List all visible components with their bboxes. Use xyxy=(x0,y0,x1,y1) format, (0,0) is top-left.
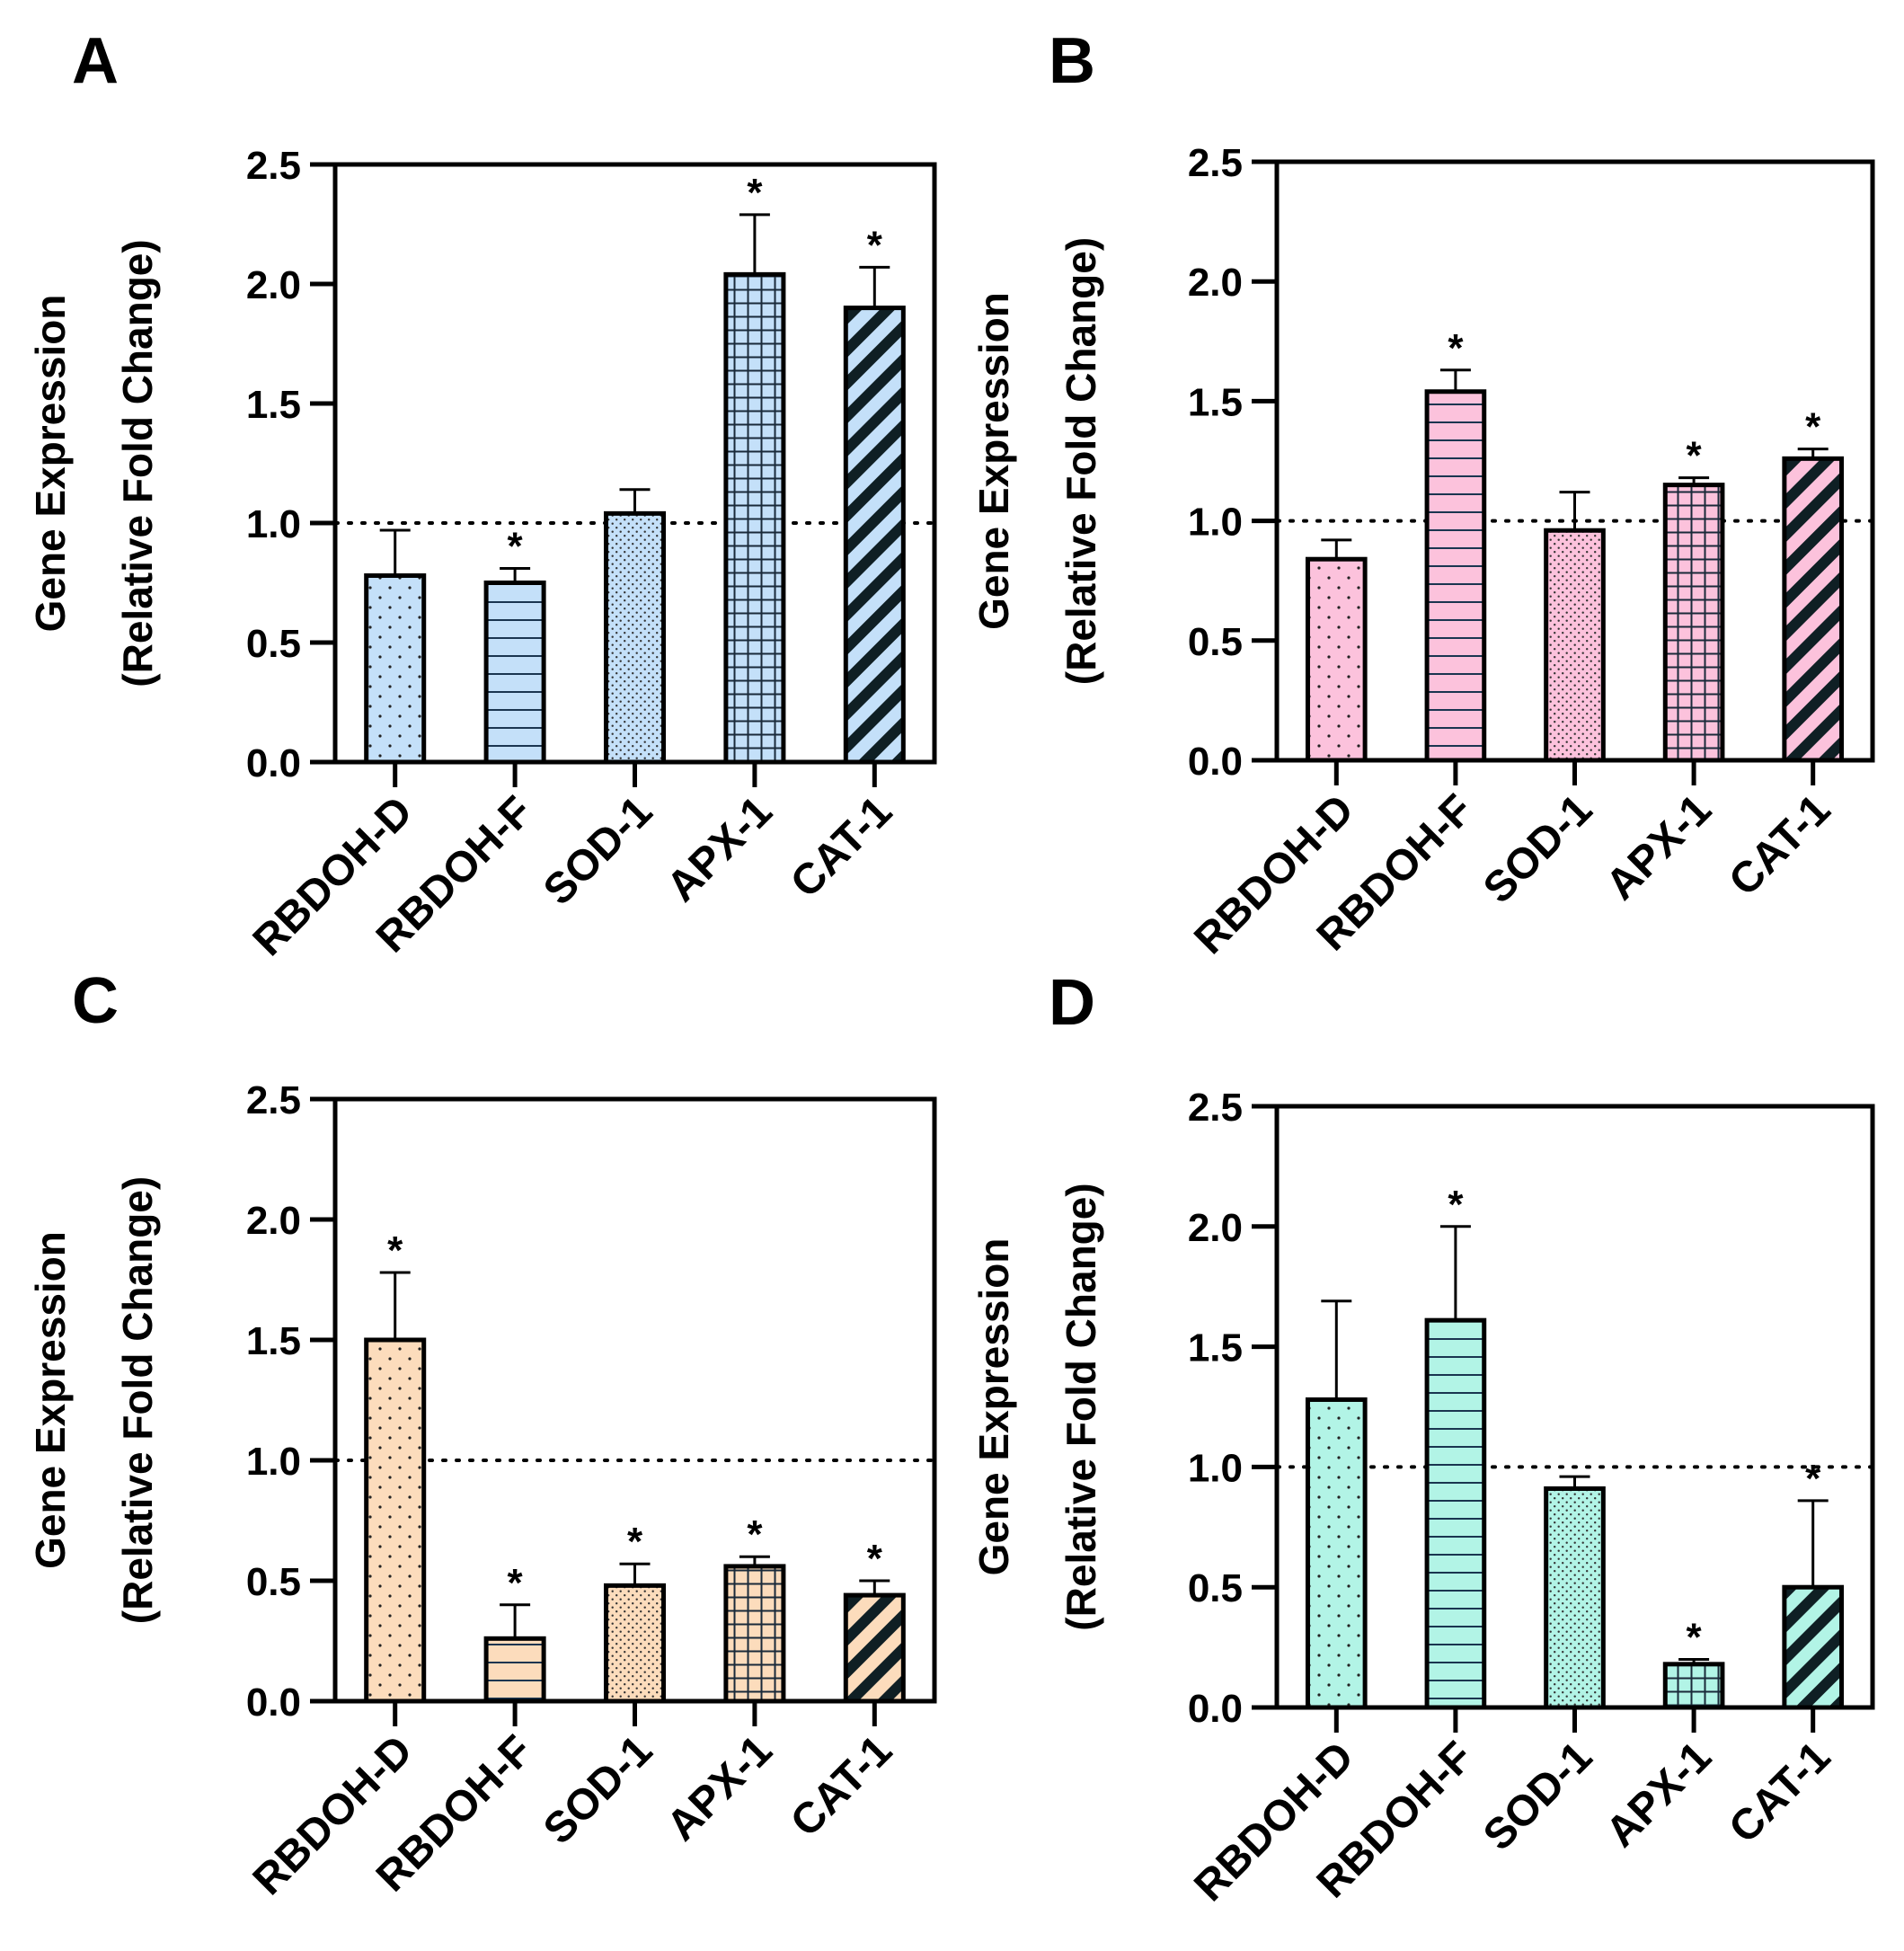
y-axis-label-line1: Gene Expression xyxy=(27,1231,74,1569)
y-tick-label: 2.5 xyxy=(246,1078,301,1122)
x-tick-label: APX-1 xyxy=(1597,1733,1720,1856)
panel-label-A: A xyxy=(72,25,119,97)
x-tick-label: CAT-1 xyxy=(782,1726,901,1846)
bar-rbdoh-f xyxy=(483,1636,546,1704)
y-tick-label: 0.5 xyxy=(246,1560,301,1604)
y-tick-label: 1.0 xyxy=(246,1440,301,1484)
bar-rbdoh-d xyxy=(1305,556,1368,763)
significance-star: * xyxy=(1805,405,1821,449)
panel-A: A Gene Expression (Relative Fold Change) 0.… xyxy=(27,25,937,965)
y-tick-label: 1.0 xyxy=(1188,501,1243,545)
x-tick-label: CAT-1 xyxy=(782,787,901,907)
y-tick-label: 0.0 xyxy=(1188,740,1243,784)
y-axis-label-line2: (Relative Fold Change) xyxy=(1058,237,1104,685)
significance-star: * xyxy=(1687,1615,1703,1659)
significance-star: * xyxy=(867,1537,883,1581)
bar-rbdoh-d xyxy=(364,1337,427,1704)
y-tick-label: 1.0 xyxy=(246,502,301,546)
plot-frame xyxy=(1274,159,1875,763)
significance-star: * xyxy=(1448,1183,1464,1227)
y-tick-label: 2.0 xyxy=(246,1199,301,1243)
significance-star: * xyxy=(747,171,763,215)
y-tick-label: 2.5 xyxy=(1188,141,1243,185)
y-tick-label: 0.5 xyxy=(246,622,301,666)
y-tick-label: 1.5 xyxy=(246,383,301,427)
y-tick-label: 2.0 xyxy=(246,263,301,307)
significance-star: * xyxy=(1805,1457,1821,1501)
bar-rbdoh-f xyxy=(1424,1317,1487,1710)
bar-apx-1 xyxy=(1662,1662,1725,1710)
bar-sod-1 xyxy=(603,1583,667,1704)
panel-D: D Gene Expression (Relative Fold Change) 0.… xyxy=(970,967,1875,1911)
y-axis-label-line1: Gene Expression xyxy=(27,295,74,633)
bar-sod-1 xyxy=(1544,1485,1606,1710)
y-tick-label: 2.0 xyxy=(1188,261,1243,305)
bar-cat-1 xyxy=(1782,1584,1845,1710)
panel-C: C Gene Expression (Relative Fold Change) 0.… xyxy=(27,965,937,1904)
bar-rbdoh-f xyxy=(483,581,546,765)
x-tick-label: SOD-1 xyxy=(1474,1733,1601,1859)
significance-star: * xyxy=(1448,326,1464,370)
y-tick-label: 2.0 xyxy=(1188,1206,1243,1250)
x-tick-label: APX-1 xyxy=(658,1726,781,1849)
bar-apx-1 xyxy=(723,271,786,765)
significance-star: * xyxy=(1687,434,1703,478)
y-axis-label-line2: (Relative Fold Change) xyxy=(1058,1183,1104,1630)
bar-sod-1 xyxy=(603,510,667,765)
significance-star: * xyxy=(387,1228,403,1273)
panel-label-B: B xyxy=(1049,25,1095,97)
significance-star: * xyxy=(508,1561,524,1605)
panel-B: B Gene Expression (Relative Fold Change) 0.… xyxy=(970,25,1875,963)
y-tick-label: 0.0 xyxy=(1188,1687,1243,1731)
significance-star: * xyxy=(747,1512,763,1556)
y-axis-label-line2: (Relative Fold Change) xyxy=(114,239,161,687)
x-tick-label: SOD-1 xyxy=(535,1726,661,1853)
y-tick-label: 1.5 xyxy=(1188,380,1243,424)
bar-cat-1 xyxy=(843,1592,906,1704)
y-tick-label: 2.5 xyxy=(246,144,301,188)
bar-cat-1 xyxy=(843,306,906,765)
bar-sod-1 xyxy=(1544,528,1606,763)
y-tick-label: 1.5 xyxy=(1188,1326,1243,1370)
bar-rbdoh-d xyxy=(364,573,427,765)
y-tick-label: 0.5 xyxy=(1188,1566,1243,1610)
y-axis-label-line1: Gene Expression xyxy=(970,292,1017,630)
significance-star: * xyxy=(867,223,883,267)
bar-apx-1 xyxy=(1662,483,1725,763)
x-tick-label: SOD-1 xyxy=(1474,785,1601,912)
y-tick-label: 2.5 xyxy=(1188,1086,1243,1130)
significance-star: * xyxy=(627,1520,643,1564)
panel-label-C: C xyxy=(72,965,119,1037)
bar-cat-1 xyxy=(1782,456,1845,763)
x-tick-label: CAT-1 xyxy=(1720,785,1839,905)
y-tick-label: 0.0 xyxy=(246,741,301,785)
plot-frame xyxy=(332,1096,937,1704)
bar-rbdoh-d xyxy=(1305,1397,1368,1710)
y-tick-label: 0.5 xyxy=(1188,620,1243,664)
panel-label-D: D xyxy=(1049,967,1095,1039)
y-axis-label-line1: Gene Expression xyxy=(970,1238,1017,1576)
y-axis-label-line2: (Relative Fold Change) xyxy=(114,1176,161,1624)
x-tick-label: CAT-1 xyxy=(1720,1733,1839,1852)
plot-frame xyxy=(332,162,937,765)
y-tick-label: 1.5 xyxy=(246,1319,301,1363)
x-tick-label: APX-1 xyxy=(658,787,781,910)
plot-frame xyxy=(1274,1104,1875,1710)
x-tick-label: SOD-1 xyxy=(535,787,661,914)
significance-star: * xyxy=(508,525,524,569)
y-tick-label: 0.0 xyxy=(246,1681,301,1725)
bar-rbdoh-f xyxy=(1424,389,1487,763)
bar-apx-1 xyxy=(723,1564,786,1704)
x-tick-label: APX-1 xyxy=(1597,785,1720,909)
y-tick-label: 1.0 xyxy=(1188,1446,1243,1490)
